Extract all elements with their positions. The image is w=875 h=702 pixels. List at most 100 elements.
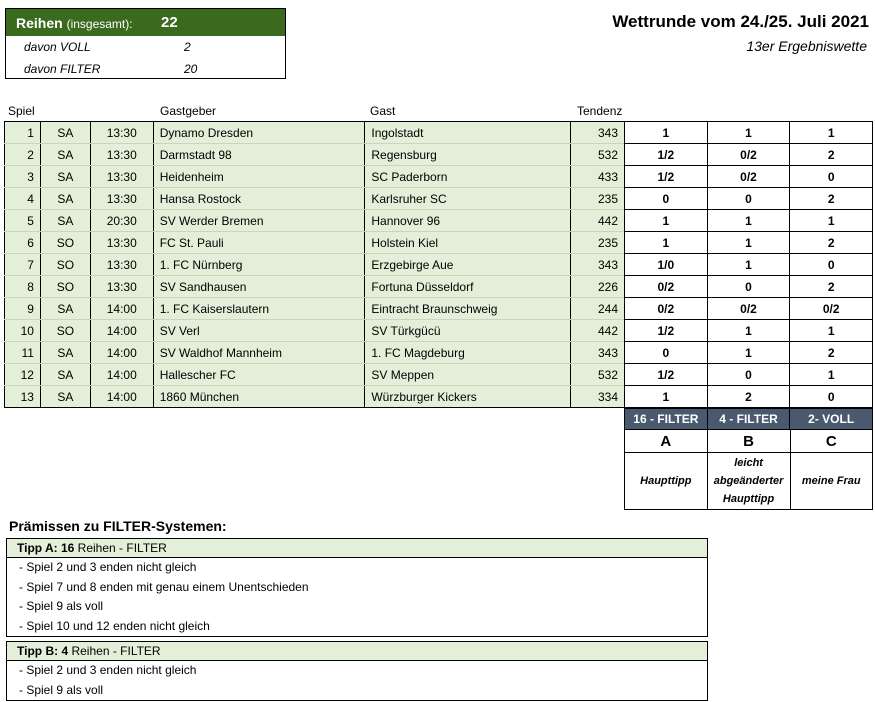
game-home: FC St. Pauli [153, 231, 366, 254]
tip-cell-c: 0/2 [789, 297, 873, 320]
game-time: 13:30 [90, 275, 154, 298]
game-nr: 8 [4, 275, 41, 298]
game-time: 20:30 [90, 209, 154, 232]
premise-header-b: Tipp B: 4 Reihen - FILTER [7, 642, 707, 661]
game-tendenz: 226 [570, 275, 625, 298]
system-header-row: 16 - FILTER 4 - FILTER 2- VOLL [624, 408, 873, 430]
game-home: 1. FC Kaiserslautern [153, 297, 366, 320]
game-home: Dynamo Dresden [153, 121, 366, 144]
game-day: SA [40, 297, 91, 320]
game-day: SO [40, 275, 91, 298]
tip-cell-a: 1/2 [624, 165, 708, 188]
summary-filter-label: davon FILTER [24, 62, 101, 76]
game-away: Erzgebirge Aue [364, 253, 572, 276]
system-letter-b: B [706, 429, 791, 453]
page-subtitle: 13er Ergebniswette [746, 38, 867, 54]
game-tendenz: 442 [570, 209, 625, 232]
tip-cell-c: 2 [789, 275, 873, 298]
tip-cell-c: 2 [789, 231, 873, 254]
game-away: 1. FC Magdeburg [364, 341, 572, 364]
game-nr: 9 [4, 297, 41, 320]
tip-cell-c: 0 [789, 385, 873, 408]
game-row: 7 SO 13:30 1. FC Nürnberg Erzgebirge Aue 343 [4, 253, 625, 276]
game-time: 14:00 [90, 363, 154, 386]
game-home: Darmstadt 98 [153, 143, 366, 166]
game-nr: 7 [4, 253, 41, 276]
tip-cell-b: 0 [706, 187, 791, 210]
game-nr: 6 [4, 231, 41, 254]
game-row: 11 SA 14:00 SV Waldhof Mannheim 1. FC Magdeb… [4, 341, 625, 364]
game-time: 14:00 [90, 385, 154, 408]
tip-cell-a: 1/0 [624, 253, 708, 276]
tip-row: 1/2 0 1 [624, 363, 873, 386]
premise-box-b: Tipp B: 4 Reihen - FILTER - Spiel 2 und … [6, 641, 708, 701]
game-away: Eintracht Braunschweig [364, 297, 572, 320]
game-day: SO [40, 253, 91, 276]
tip-row: 0/2 0 2 [624, 275, 873, 298]
premises-title: Prämissen zu FILTER-Systemen: [9, 518, 227, 534]
page-title: Wettrunde vom 24./25. Juli 2021 [612, 12, 869, 31]
tip-cell-b: 1 [706, 253, 791, 276]
game-row: 12 SA 14:00 Hallescher FC SV Meppen 532 [4, 363, 625, 386]
game-nr: 4 [4, 187, 41, 210]
tip-row: 1/2 0/2 2 [624, 143, 873, 166]
game-away: Ingolstadt [364, 121, 572, 144]
game-tendenz: 343 [570, 121, 625, 144]
game-nr: 2 [4, 143, 41, 166]
tip-cell-c: 1 [789, 363, 873, 386]
game-tendenz: 343 [570, 253, 625, 276]
game-away: Karlsruher SC [364, 187, 572, 210]
game-home: Hansa Rostock [153, 187, 366, 210]
summary-label: Reihen (insgesamt): [16, 15, 133, 31]
tip-cell-c: 1 [789, 209, 873, 232]
system-desc-c: meine Frau [789, 452, 874, 510]
tip-cell-b: 0 [706, 363, 791, 386]
game-home: Hallescher FC [153, 363, 366, 386]
game-nr: 11 [4, 341, 41, 364]
game-home: 1. FC Nürnberg [153, 253, 366, 276]
game-time: 13:30 [90, 121, 154, 144]
game-row: 4 SA 13:30 Hansa Rostock Karlsruher SC 235 [4, 187, 625, 210]
summary-filter-value: 20 [184, 62, 198, 76]
tip-row: 1/0 1 0 [624, 253, 873, 276]
game-row: 2 SA 13:30 Darmstadt 98 Regensburg 532 [4, 143, 625, 166]
game-day: SA [40, 187, 91, 210]
tip-cell-a: 1/2 [624, 319, 708, 342]
premise-line: - Spiel 9 als voll [19, 682, 104, 697]
game-home: 1860 München [153, 385, 366, 408]
col-header-gast: Gast [370, 104, 396, 118]
tip-cell-a: 0/2 [624, 297, 708, 320]
game-tendenz: 532 [570, 363, 625, 386]
premise-line: - Spiel 2 und 3 enden nicht gleich [19, 663, 197, 677]
system-header-a: 16 - FILTER [624, 408, 708, 430]
game-home: SV Waldhof Mannheim [153, 341, 366, 364]
game-away: Holstein Kiel [364, 231, 572, 254]
system-header-b: 4 - FILTER [706, 408, 791, 430]
tip-cell-a: 1 [624, 385, 708, 408]
tip-cell-a: 1/2 [624, 143, 708, 166]
game-tendenz: 343 [570, 341, 625, 364]
game-day: SA [40, 209, 91, 232]
tip-cell-c: 0 [789, 165, 873, 188]
game-nr: 1 [4, 121, 41, 144]
game-home: SV Werder Bremen [153, 209, 366, 232]
game-home: Heidenheim [153, 165, 366, 188]
tip-cell-c: 2 [789, 187, 873, 210]
summary-total: 22 [161, 14, 178, 31]
game-time: 14:00 [90, 319, 154, 342]
game-tendenz: 442 [570, 319, 625, 342]
game-time: 14:00 [90, 297, 154, 320]
game-away: Fortuna Düsseldorf [364, 275, 572, 298]
game-day: SA [40, 143, 91, 166]
system-desc-b: leicht abgeänderter Haupttipp [706, 452, 791, 510]
tip-cell-c: 1 [789, 319, 873, 342]
tip-cell-b: 0/2 [706, 165, 791, 188]
system-details: A B C Haupttipp leicht abgeänderter Hauptt… [624, 429, 874, 510]
premise-line: - Spiel 7 und 8 enden mit genau einem Un… [19, 579, 309, 594]
game-day: SA [40, 121, 91, 144]
game-nr: 13 [4, 385, 41, 408]
game-away: Würzburger Kickers [364, 385, 572, 408]
